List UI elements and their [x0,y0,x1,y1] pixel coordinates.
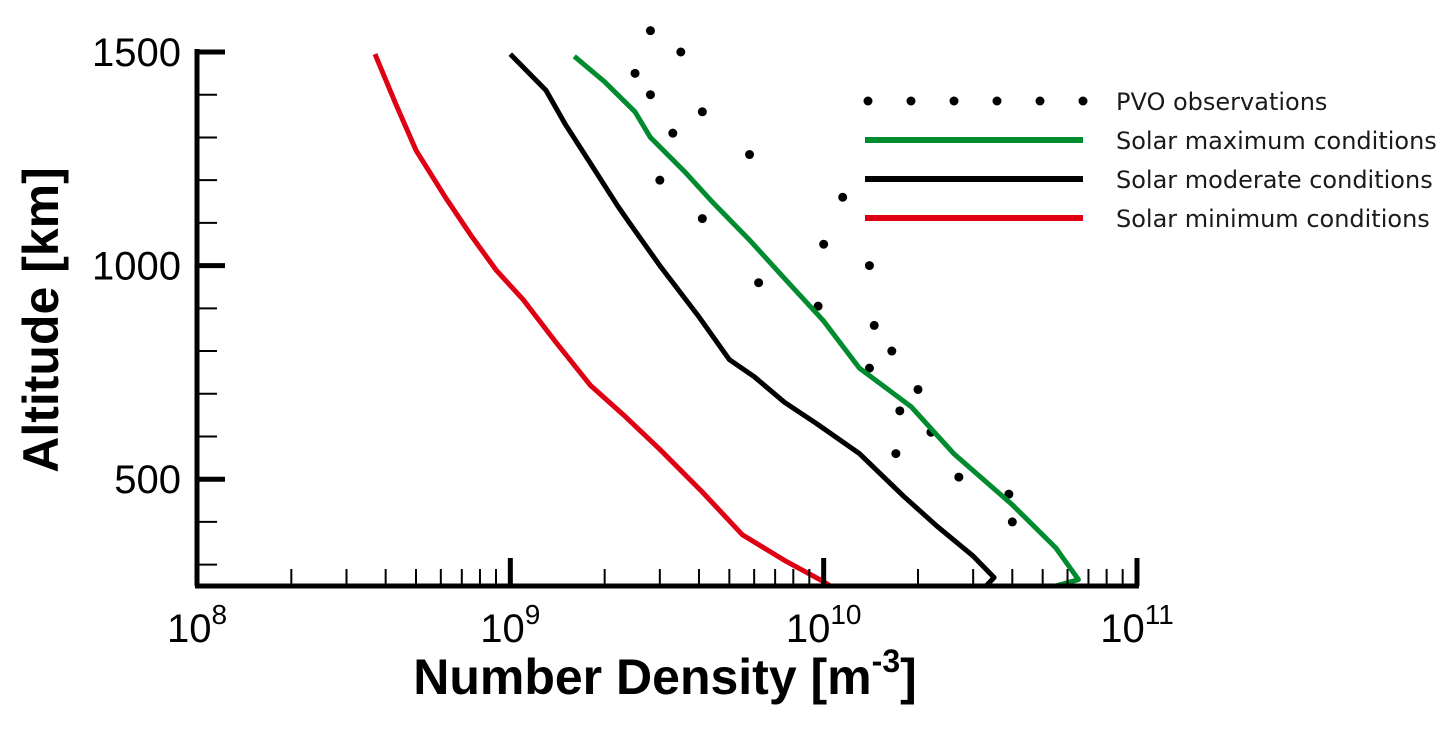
y-tick-label: 1500 [92,31,181,75]
x-tick-exponent: 10 [830,599,861,630]
x-axis-title-end: ] [900,649,917,705]
legend-marker [992,96,1002,106]
data-point [895,406,905,416]
y-tick-label: 500 [114,458,181,502]
data-point [869,320,879,330]
x-axis-title-superscript: -3 [872,643,900,679]
data-point [813,301,823,311]
series-layer [372,26,1081,589]
x-tick-base: 10 [167,607,212,651]
legend-entry-solar-moderate-conditions: Solar moderate conditions [865,166,1433,194]
legend: PVO observations Solar maximum conditions… [863,88,1437,233]
data-point [630,68,640,78]
legend-marker [1035,96,1045,106]
series-pvo-observations [630,26,1017,527]
axes-layer [194,49,1140,589]
x-tick-label: 1011 [1100,599,1174,651]
data-point [745,150,755,160]
x-tick-exponent: 11 [1145,599,1174,630]
x-tick-base: 10 [1100,607,1145,651]
data-point [954,472,964,482]
legend-marker [949,96,959,106]
legend-entry-pvo-observations: PVO observations [863,88,1327,116]
legend-marker [906,96,916,106]
data-point [697,214,707,224]
data-point [864,363,874,373]
data-point [887,346,897,356]
legend-label: Solar maximum conditions [1116,127,1437,155]
data-point [1004,489,1014,499]
x-tick-label: 108 [167,599,227,651]
series-line-solar-maximum-conditions [572,54,1081,589]
data-point [838,192,848,202]
legend-label: PVO observations [1116,88,1327,116]
legend-entry-solar-maximum-conditions: Solar maximum conditions [865,127,1437,155]
legend-entry-solar-minimum-conditions: Solar minimum conditions [865,205,1430,233]
legend-label: Solar minimum conditions [1116,205,1430,233]
y-axis-title: Altitude [km] [13,167,69,473]
legend-marker [863,96,873,106]
x-tick-label: 1010 [786,599,862,651]
x-tick-base: 10 [786,607,831,651]
x-tick-exponent: 8 [211,599,227,630]
data-point [697,107,707,117]
data-point [668,128,678,138]
data-point [864,261,874,271]
x-tick-label: 109 [480,599,540,651]
legend-marker [1078,96,1088,106]
x-tick-base: 10 [480,607,525,651]
data-point [676,47,686,57]
data-point [891,449,901,459]
legend-label: Solar moderate conditions [1116,166,1433,194]
data-point [645,90,655,100]
x-axis-title: Number Density [m-3] [413,643,917,705]
data-point [1007,517,1017,527]
y-tick-label: 1000 [92,245,181,289]
data-point [655,175,665,185]
data-point [819,239,829,249]
series-line-solar-moderate-conditions [508,52,997,588]
data-point [913,384,923,394]
series-line-solar-minimum-conditions [372,53,832,589]
x-tick-exponent: 9 [525,599,541,630]
data-point [754,278,764,288]
x-axis-title-text: Number Density [m [413,649,871,705]
data-point [645,26,655,36]
